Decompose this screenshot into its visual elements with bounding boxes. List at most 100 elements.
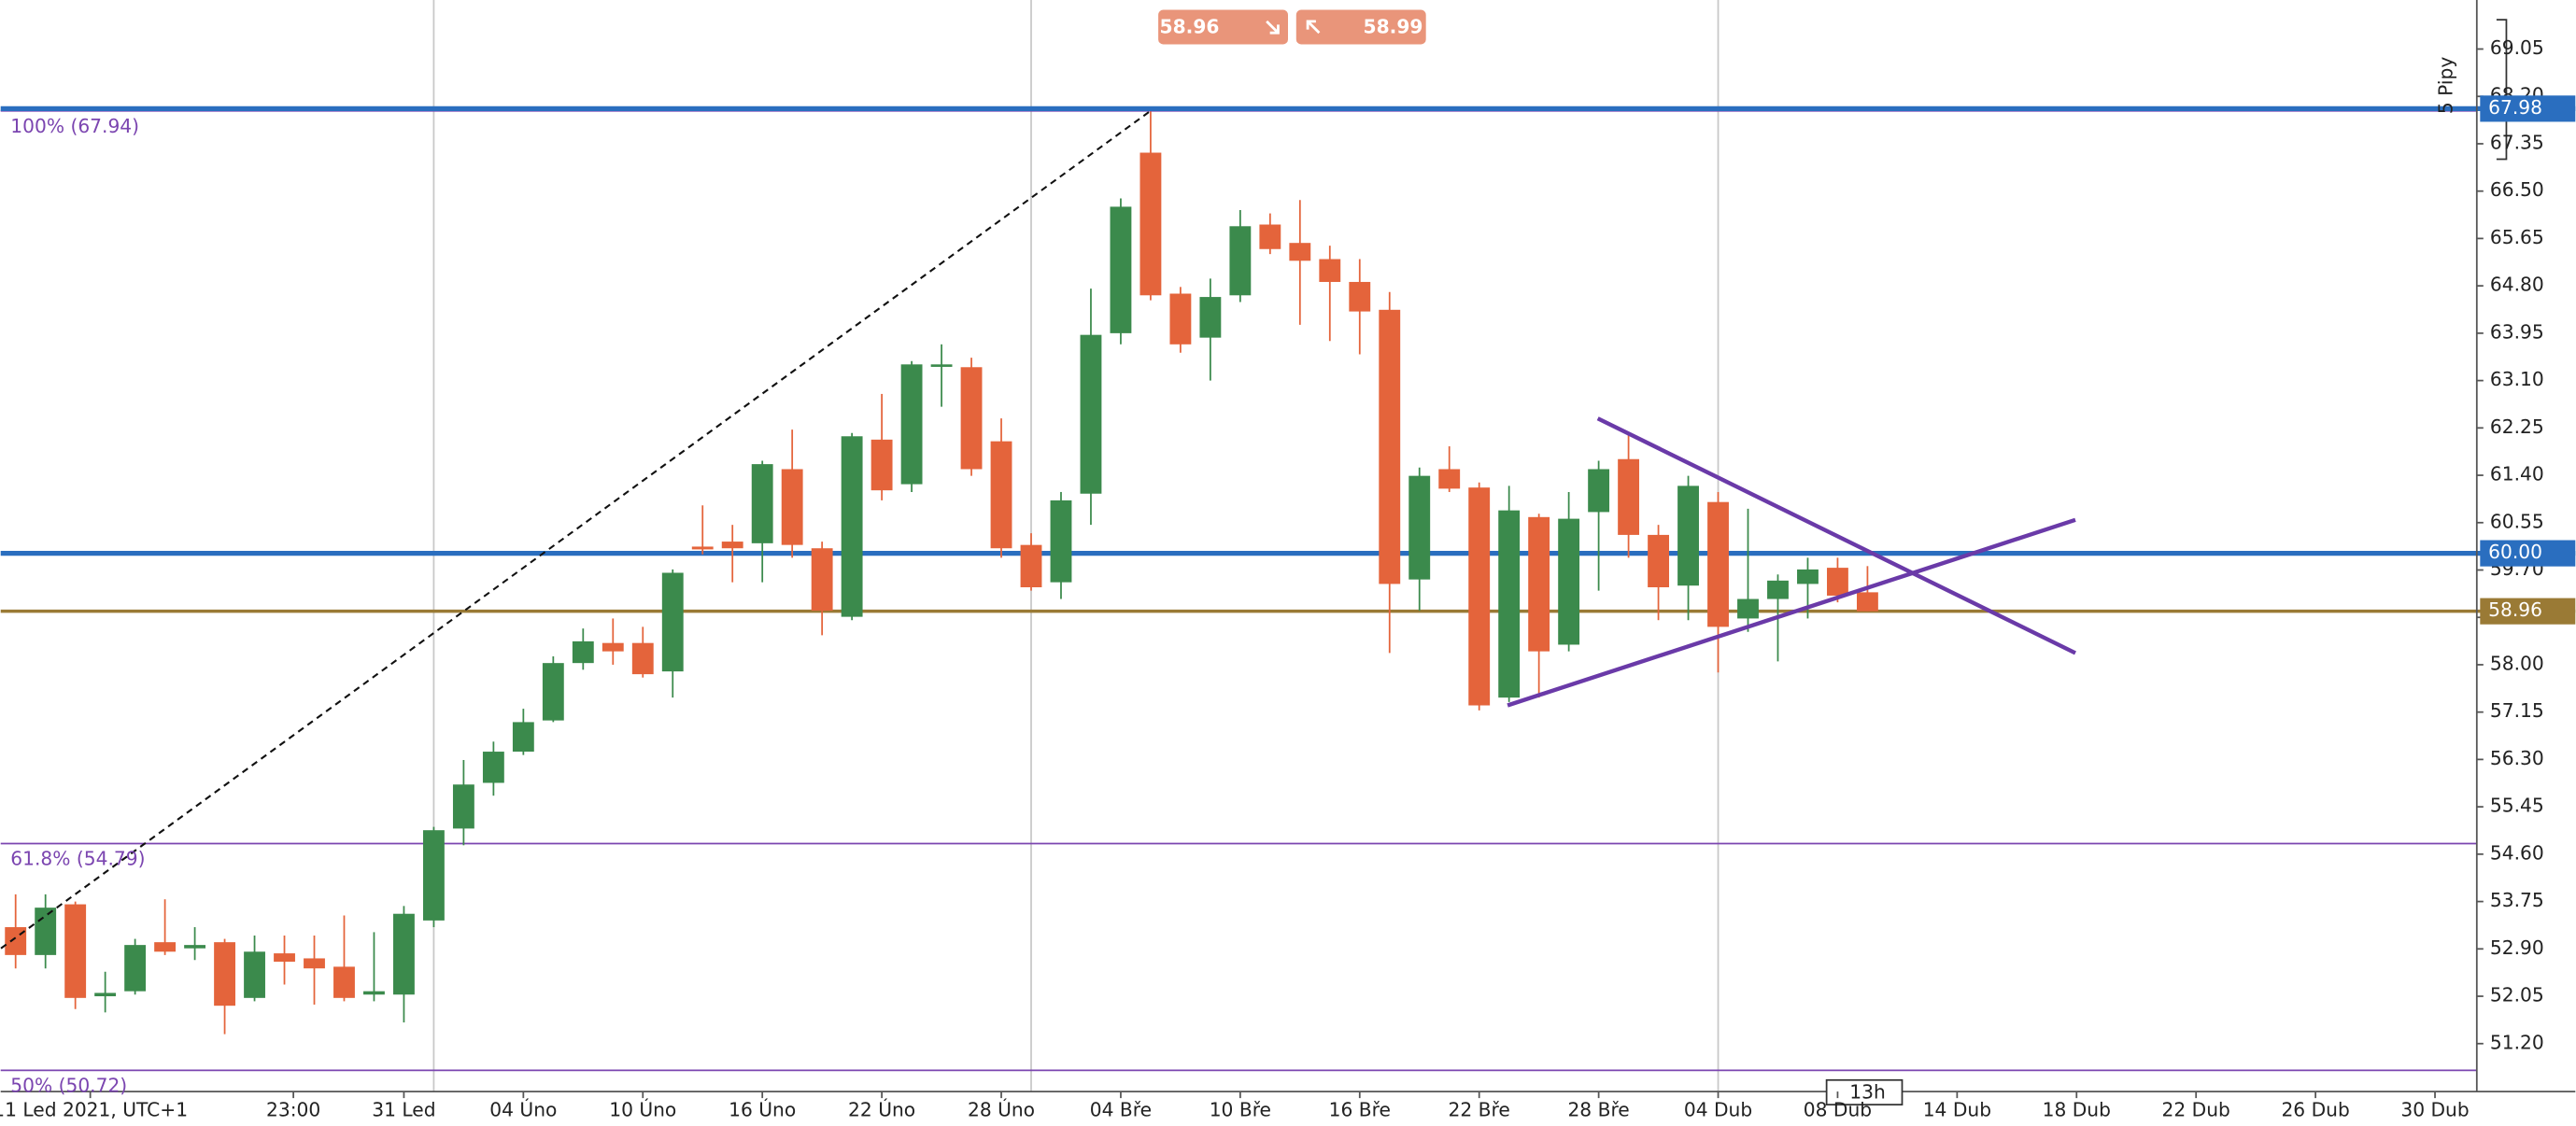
candle-body xyxy=(512,722,534,753)
candle-body xyxy=(602,642,624,652)
candle-body xyxy=(1080,334,1102,494)
candle-body xyxy=(333,966,355,998)
candle-body xyxy=(1169,293,1192,345)
x-tick-label: 28 Úno xyxy=(968,1099,1035,1121)
y-tick-label: 56.30 xyxy=(2490,747,2544,769)
y-tick-label: 53.75 xyxy=(2490,889,2544,911)
candle-body xyxy=(960,367,983,470)
candle-body xyxy=(990,441,1012,549)
fib-label: 50% (50.72) xyxy=(10,1074,127,1096)
candle-body xyxy=(721,542,743,549)
time-marker-text: 13h xyxy=(1849,1080,1886,1103)
candle-body xyxy=(452,784,474,829)
price-tag xyxy=(2480,598,2576,625)
candle-body xyxy=(1468,487,1491,706)
candle-body xyxy=(1438,469,1461,489)
candle-body xyxy=(1737,598,1759,619)
candle-body xyxy=(244,951,265,998)
candle-body xyxy=(393,913,415,995)
x-tick-label: 04 Úno xyxy=(489,1099,557,1121)
candle-body xyxy=(1558,518,1580,645)
candle-body xyxy=(1199,297,1222,338)
fib-label: 61.8% (54.79) xyxy=(10,848,145,870)
candle-body xyxy=(124,945,147,992)
candle-body xyxy=(661,572,684,672)
range-bracket: 5 Pipy xyxy=(2435,19,2508,161)
y-tick-label: 55.45 xyxy=(2490,795,2544,817)
x-tick-label: 16 Bře xyxy=(1329,1099,1391,1121)
fib-label: 100% (67.94) xyxy=(10,115,139,137)
x-tick-label: 28 Bře xyxy=(1567,1099,1629,1121)
price-tag xyxy=(2480,540,2576,567)
buy-button[interactable]: 58.99 xyxy=(1295,9,1426,45)
candle-body xyxy=(1289,243,1311,261)
candle-body xyxy=(1797,569,1819,584)
candle-body xyxy=(422,830,445,921)
candle-body xyxy=(35,908,57,955)
y-tick-label: 62.25 xyxy=(2490,415,2544,438)
candle-body xyxy=(1139,152,1162,296)
candle-body xyxy=(363,991,385,995)
x-tick-label: 14 Dub xyxy=(1923,1099,1991,1121)
bracket xyxy=(2496,19,2508,161)
candle-body xyxy=(572,640,594,664)
candle-body xyxy=(781,469,803,545)
price-tag xyxy=(2480,95,2576,122)
y-tick-label: 51.20 xyxy=(2490,1031,2544,1053)
candle-body xyxy=(841,436,863,617)
time-marker: 13h xyxy=(1825,1078,1904,1106)
trend-line xyxy=(0,110,1151,950)
x-tick-label: 22 Úno xyxy=(848,1099,915,1121)
candle-body xyxy=(1229,226,1252,296)
x-tick-label: 04 Dub xyxy=(1684,1099,1752,1121)
price-tag-label: 60.00 xyxy=(2488,541,2542,563)
candle-body xyxy=(1588,469,1610,513)
x-tick-label: 22 Bře xyxy=(1449,1099,1510,1121)
buy-button-bg[interactable] xyxy=(1295,9,1426,45)
candle-body xyxy=(482,752,504,783)
buy-arrow xyxy=(1306,20,1321,35)
candle-body xyxy=(1020,544,1042,588)
candle-body xyxy=(691,546,714,550)
candle-body xyxy=(1349,281,1371,312)
x-tick-label: 11 Led 2021, UTC+1 xyxy=(0,1099,188,1121)
plot-area xyxy=(0,0,2576,1092)
sell-price[interactable]: 58.96 xyxy=(1160,15,1220,37)
candle-body xyxy=(1528,516,1550,652)
trend-line xyxy=(1507,517,2076,708)
x-tick-label: 23:00 xyxy=(266,1099,320,1121)
y-tick-label: 65.65 xyxy=(2490,226,2544,248)
x-tick-label: 18 Dub xyxy=(2043,1099,2111,1121)
candle-body xyxy=(1110,206,1132,333)
y-tick-label: 54.60 xyxy=(2490,841,2544,864)
candle-body xyxy=(1648,534,1669,588)
y-tick-label: 63.95 xyxy=(2490,320,2544,343)
x-tick-label: 10 Úno xyxy=(609,1099,676,1121)
sell-button-bg[interactable] xyxy=(1158,9,1288,45)
y-tick-label: 66.50 xyxy=(2490,178,2544,201)
y-tick-label: 57.15 xyxy=(2490,699,2544,722)
y-tick-label: 67.35 xyxy=(2490,131,2544,153)
candle-body xyxy=(184,945,206,949)
candle-body xyxy=(154,942,177,952)
x-tick-label: 04 Bře xyxy=(1090,1099,1152,1121)
x-tick-label: 31 Led xyxy=(372,1099,435,1121)
x-tick-label: 22 Dub xyxy=(2162,1099,2230,1121)
candle-body xyxy=(1319,259,1341,282)
candle-body xyxy=(900,364,923,485)
x-tick-label: 10 Bře xyxy=(1210,1099,1271,1121)
candle-body xyxy=(274,953,295,963)
candle-body xyxy=(64,904,87,998)
x-tick-label: 16 Úno xyxy=(729,1099,796,1121)
candle-body xyxy=(811,548,833,612)
buy-price[interactable]: 58.99 xyxy=(1364,15,1423,37)
candle-body xyxy=(304,958,325,969)
sell-button[interactable]: 58.96 xyxy=(1158,9,1288,45)
candle-body xyxy=(1050,500,1072,583)
candle-body xyxy=(1827,568,1848,596)
candle-body xyxy=(542,663,564,721)
time-marker-box xyxy=(1825,1078,1904,1106)
candle-body xyxy=(214,942,235,1006)
candle-body xyxy=(870,439,893,491)
